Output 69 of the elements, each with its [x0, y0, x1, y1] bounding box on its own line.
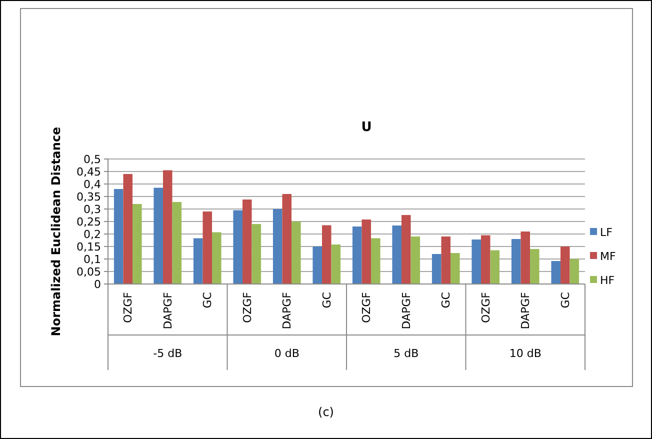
text: -5 dB: [153, 347, 182, 360]
bar: [312, 246, 322, 284]
y-axis-title: Normalized Euclidean Distance: [49, 126, 63, 336]
bar: [371, 238, 380, 284]
y-tick-label: 0,1: [84, 252, 101, 266]
bar: [202, 212, 212, 284]
x-tick-label: GC: [201, 292, 214, 308]
legend-label: MF: [600, 250, 616, 263]
y-tick-label: 0,25: [76, 215, 101, 228]
x-tick-label: DAPGF: [519, 292, 532, 330]
bar: [362, 220, 372, 284]
x-tick-label: DAPGF: [280, 292, 294, 330]
bar: [401, 215, 411, 284]
text: 0 dB: [274, 347, 300, 360]
y-tick-label: 0,45: [76, 165, 101, 178]
bar: [520, 232, 530, 284]
bar: [292, 222, 301, 284]
y-tick-label: 0: [94, 278, 101, 291]
chart-title: U: [361, 120, 372, 135]
x-tick-label: GC: [320, 292, 334, 308]
y-tick-label: 0,05: [76, 265, 101, 278]
x-tick-label: DAPGF: [161, 292, 174, 330]
x-tick-label: OZGF: [479, 292, 492, 324]
bar: [282, 194, 292, 284]
bar: [570, 259, 580, 284]
bar: [172, 202, 182, 284]
bar: [123, 174, 133, 284]
x-tick-label: GC: [440, 292, 453, 308]
x-tick-label: OZGF: [240, 292, 254, 324]
x-tick-label: GC: [558, 292, 572, 308]
text: 10 dB: [509, 347, 542, 360]
y-tick-label: 0,5: [84, 152, 101, 166]
bar: [242, 200, 252, 284]
bar: [114, 189, 124, 284]
bar: [441, 236, 451, 284]
bar: [450, 253, 460, 284]
bar: [392, 226, 402, 284]
x-tick-label: OZGF: [360, 292, 374, 324]
bar: [272, 209, 282, 284]
bar: [560, 246, 570, 284]
x-tick-label: DAPGF: [400, 292, 413, 330]
bar: [511, 239, 521, 284]
y-tick-label: 0,4: [84, 178, 101, 191]
y-tick-label: 0,15: [76, 240, 101, 254]
legend-label: LF: [600, 226, 612, 239]
y-tick-label: 0,2: [84, 228, 101, 241]
bar: [352, 226, 362, 284]
bar: [252, 224, 262, 284]
y-tick-label: 0,35: [76, 190, 101, 204]
bar: [410, 236, 420, 284]
text: (c): [318, 405, 334, 419]
bar: [233, 210, 242, 284]
bar: [154, 188, 163, 284]
text: 5 dB: [394, 347, 419, 360]
bar: [472, 240, 481, 284]
bar: [212, 232, 222, 284]
y-tick-label: 0,3: [84, 202, 101, 216]
x-tick-label: OZGF: [122, 292, 135, 324]
bar: [432, 254, 442, 284]
bar: [193, 238, 203, 284]
bar: [132, 204, 142, 284]
bar: [551, 261, 560, 284]
bar: [530, 249, 540, 284]
bar: [480, 235, 490, 284]
legend-label: HF: [600, 274, 615, 287]
bar: [162, 170, 172, 284]
bar: [331, 244, 341, 284]
bar: [322, 225, 332, 284]
bar: [490, 250, 500, 284]
